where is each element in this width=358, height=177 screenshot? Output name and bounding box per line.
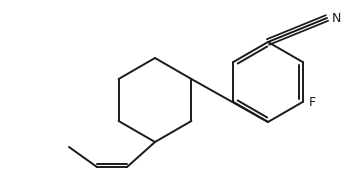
Text: F: F: [309, 96, 316, 109]
Text: N: N: [332, 12, 342, 24]
